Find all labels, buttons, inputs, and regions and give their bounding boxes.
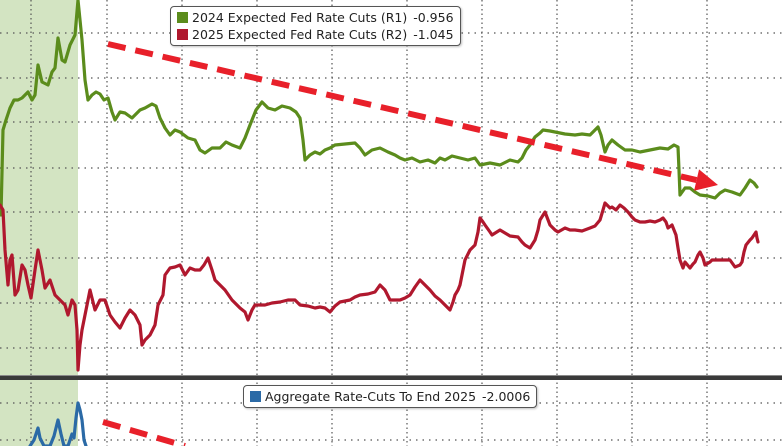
series-line [0,0,759,217]
legend-top: 2024 Expected Fed Rate Cuts (R1) -0.956 … [170,6,461,46]
legend-value: -2.0006 [482,389,531,404]
legend-item-2024-cuts: 2024 Expected Fed Rate Cuts (R1) -0.956 [177,9,454,26]
legend-value: -0.956 [413,10,454,25]
legend-label: 2025 Expected Fed Rate Cuts (R2) [192,27,408,42]
trend-arrow-shaft [102,419,186,446]
series-lines [0,0,760,446]
legend-item-2025-cuts: 2025 Expected Fed Rate Cuts (R2) -1.045 [177,26,454,43]
legend-item-aggregate-cuts: Aggregate Rate-Cuts To End 2025 -2.0006 [250,388,530,405]
trend-arrow-head [694,169,718,191]
legend-label: 2024 Expected Fed Rate Cuts (R1) [192,10,408,25]
series-line [0,201,760,372]
panel-divider [0,376,782,380]
trend-arrow-shaft [107,41,698,183]
legend-value: -1.045 [413,27,454,42]
panel-separator [0,375,782,380]
trend-arrows [102,41,718,446]
legend-swatch-blue [250,391,261,402]
legend-swatch-red [177,29,188,40]
legend-bottom: Aggregate Rate-Cuts To End 2025 -2.0006 [243,385,538,408]
legend-swatch-green [177,12,188,23]
legend-label: Aggregate Rate-Cuts To End 2025 [265,389,477,404]
series-line [28,401,88,446]
